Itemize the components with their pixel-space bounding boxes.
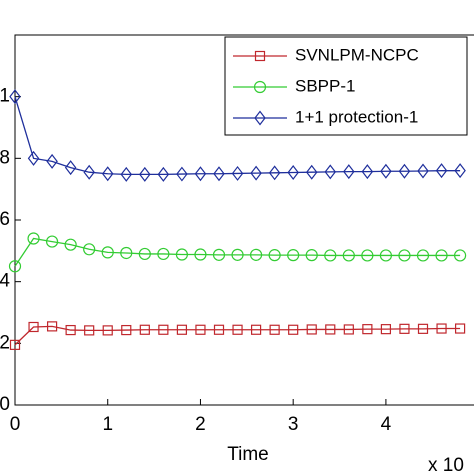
marker — [380, 163, 392, 179]
y-tick-label: 0.8 — [0, 147, 10, 168]
marker — [398, 163, 411, 179]
marker — [28, 321, 39, 333]
marker — [213, 324, 225, 335]
marker — [361, 249, 374, 262]
marker — [436, 323, 447, 334]
marker — [417, 323, 429, 334]
marker — [250, 324, 262, 335]
series-line — [14, 325, 461, 346]
marker — [361, 164, 374, 180]
marker — [305, 249, 318, 262]
marker — [64, 238, 77, 251]
marker — [158, 324, 169, 335]
legend-marker — [254, 50, 266, 62]
marker — [343, 324, 354, 335]
marker — [398, 249, 411, 262]
marker — [212, 248, 226, 261]
marker — [9, 89, 21, 105]
marker — [324, 164, 337, 180]
marker — [268, 165, 281, 181]
series-line — [14, 96, 461, 176]
marker — [325, 324, 336, 335]
marker — [250, 165, 262, 181]
marker — [175, 248, 189, 261]
marker — [83, 164, 95, 180]
marker — [194, 166, 207, 182]
marker — [139, 324, 150, 335]
marker — [379, 249, 393, 262]
y-tick-label: 1 — [0, 86, 10, 107]
marker — [287, 165, 299, 181]
marker — [176, 166, 188, 182]
x-axis-label: Time — [227, 444, 269, 465]
marker — [249, 248, 263, 261]
marker — [195, 324, 206, 335]
marker — [287, 249, 300, 262]
legend-marker — [254, 110, 266, 126]
marker — [157, 166, 170, 182]
marker — [342, 249, 355, 262]
y-tick-label: 0.2 — [0, 332, 10, 353]
marker — [306, 324, 317, 335]
marker — [176, 324, 188, 335]
y-tick-label: 0.6 — [0, 209, 10, 230]
marker — [305, 164, 318, 180]
marker — [138, 247, 151, 261]
marker — [380, 324, 392, 335]
marker — [101, 246, 114, 259]
marker — [417, 163, 429, 179]
marker — [416, 249, 430, 262]
marker — [454, 323, 466, 334]
marker — [121, 324, 132, 336]
marker — [453, 249, 467, 262]
marker — [46, 321, 58, 332]
series-line — [14, 237, 461, 267]
legend-label: SBPP-1 — [295, 76, 355, 95]
marker — [101, 166, 114, 182]
x-tick-label: 4 — [381, 414, 392, 435]
y-tick-label: 0 — [0, 394, 10, 415]
marker — [435, 249, 448, 262]
x-exponent-label: x 10 — [428, 455, 464, 474]
marker — [194, 248, 207, 261]
marker — [362, 324, 373, 335]
marker — [213, 166, 225, 182]
legend-label: 1+1 protection-1 — [295, 107, 418, 126]
marker — [83, 243, 96, 256]
marker — [324, 249, 337, 262]
x-tick-label: 1 — [102, 414, 113, 435]
legend-label: SVNLPM-NCPC — [295, 45, 419, 64]
marker — [343, 164, 355, 180]
marker — [46, 153, 58, 169]
x-tick-label: 0 — [10, 414, 21, 435]
x-tick-label: 3 — [288, 414, 299, 435]
marker — [65, 324, 76, 336]
marker — [64, 160, 77, 176]
marker — [102, 325, 113, 336]
marker — [139, 166, 151, 182]
marker — [399, 323, 410, 334]
marker — [9, 339, 21, 350]
marker — [454, 163, 466, 179]
marker — [231, 248, 244, 261]
marker — [231, 165, 244, 181]
marker — [232, 324, 243, 335]
marker — [120, 166, 133, 182]
legend-marker — [253, 80, 267, 94]
marker — [8, 260, 22, 273]
marker — [45, 235, 59, 248]
marker — [27, 150, 40, 166]
x-tick-label: 2 — [195, 414, 206, 435]
marker — [84, 325, 95, 336]
marker — [120, 246, 133, 260]
marker — [435, 163, 448, 179]
marker — [269, 324, 280, 335]
marker — [288, 324, 299, 335]
y-tick-label: 0.4 — [0, 271, 10, 292]
marker — [268, 249, 281, 262]
marker — [27, 232, 40, 245]
marker — [157, 247, 170, 261]
